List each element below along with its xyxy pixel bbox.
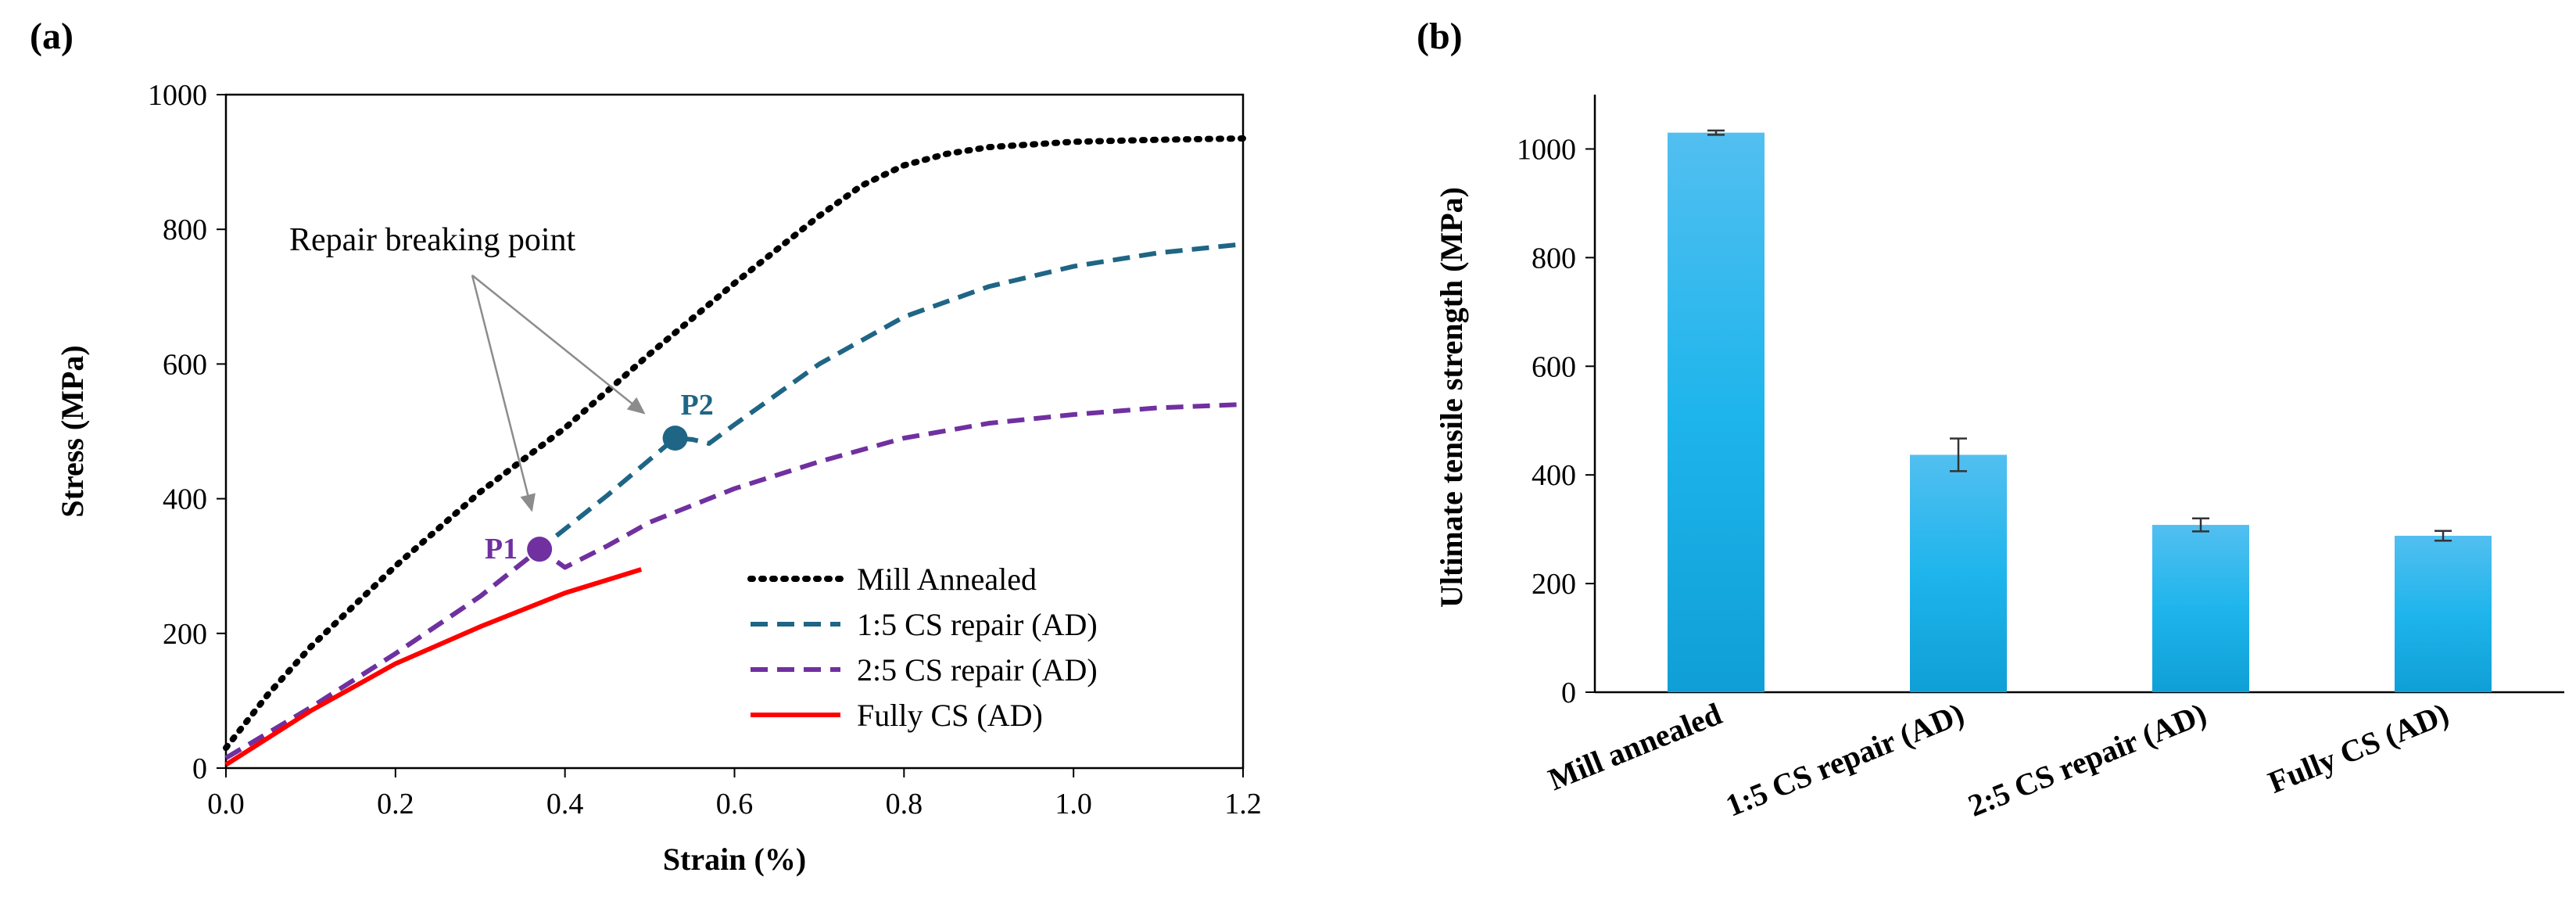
breaking-point-p2 bbox=[662, 425, 688, 451]
bar-mill-annealed bbox=[1668, 132, 1765, 693]
x-tick-label-a: 0.2 bbox=[377, 788, 414, 820]
legend-label-fully-cs-ad: Fully CS (AD) bbox=[857, 698, 1043, 733]
point-label-p1: P1 bbox=[485, 533, 518, 566]
series-line-fully-cs-ad bbox=[224, 567, 643, 767]
x-tick-label-a: 0.4 bbox=[546, 788, 584, 820]
bar-fully-cs-ad bbox=[2395, 535, 2492, 692]
legend-label-2-5-cs-repair-ad: 2:5 CS repair (AD) bbox=[857, 652, 1098, 688]
x-tick-label-a: 0.8 bbox=[886, 788, 923, 820]
y-tick-label-b: 1000 bbox=[1517, 133, 1576, 166]
x-tick-label-a: 1.2 bbox=[1224, 788, 1262, 820]
category-label-mill-annealed: Mill annealed bbox=[1543, 696, 1726, 798]
y-tick-label-b: 0 bbox=[1561, 677, 1576, 709]
category-label-fully-cs-ad: Fully CS (AD) bbox=[2263, 696, 2454, 800]
x-tick-label-a: 0.6 bbox=[716, 788, 754, 820]
legend-label-mill-annealed: Mill Annealed bbox=[857, 562, 1037, 597]
panel-b-label: (b) bbox=[1417, 16, 1463, 57]
y-tick-label-b: 200 bbox=[1532, 568, 1576, 601]
x-axis-title-a: Strain (%) bbox=[663, 842, 806, 877]
error-bar-1-5-cs-repair-ad bbox=[1950, 437, 1967, 472]
x-tick-label-a: 0.0 bbox=[207, 788, 245, 820]
y-tick-label-a: 0 bbox=[192, 752, 207, 785]
error-bar-mill-annealed bbox=[1707, 129, 1725, 136]
y-tick-label-a: 1000 bbox=[148, 79, 207, 112]
panel-a-label: (a) bbox=[30, 16, 73, 57]
category-label-1-5-cs-repair-ad: 1:5 CS repair (AD) bbox=[1721, 696, 1969, 824]
y-tick-label-a: 400 bbox=[163, 483, 207, 516]
series-line-2-5-cs-repair-ad bbox=[224, 402, 1244, 760]
y-tick-label-b: 600 bbox=[1532, 350, 1576, 383]
error-bar-2-5-cs-repair-ad bbox=[2192, 517, 2209, 533]
annotation-arrow-p2 bbox=[471, 275, 646, 415]
bar-1-5-cs-repair-ad bbox=[1910, 454, 2007, 692]
point-label-p2: P2 bbox=[680, 389, 713, 422]
bar-2-5-cs-repair-ad bbox=[2152, 525, 2249, 692]
category-label-2-5-cs-repair-ad: 2:5 CS repair (AD) bbox=[1963, 696, 2211, 824]
stress-strain-chart: 0.0 0.2 0.4 0.6 0.8 1.0 1.2 0 200 400 600 800 1000 P… bbox=[55, 79, 1262, 877]
y-tick-label-a: 200 bbox=[163, 618, 207, 651]
y-tick-label-a: 800 bbox=[163, 214, 207, 246]
breaking-point-p1 bbox=[527, 537, 553, 562]
y-tick-label-b: 400 bbox=[1532, 459, 1576, 492]
y-axis-title-a: Stress (MPa) bbox=[55, 345, 90, 517]
legend-a: Mill Annealed 1:5 CS repair (AD) 2:5 CS re… bbox=[747, 562, 1098, 733]
y-axis-title-b: Ultimate tensile strength (MPa) bbox=[1434, 187, 1469, 608]
y-tick-label-a: 600 bbox=[163, 348, 207, 381]
series-line-mill-annealed bbox=[223, 135, 1246, 752]
error-bar-fully-cs-ad bbox=[2434, 530, 2452, 542]
y-tick-label-b: 800 bbox=[1532, 242, 1576, 275]
annotation-arrow-p1 bbox=[471, 275, 536, 512]
annotation-text: Repair breaking point bbox=[289, 222, 576, 258]
legend-label-1-5-cs-repair-ad: 1:5 CS repair (AD) bbox=[857, 607, 1098, 642]
x-tick-label-a: 1.0 bbox=[1055, 788, 1092, 820]
